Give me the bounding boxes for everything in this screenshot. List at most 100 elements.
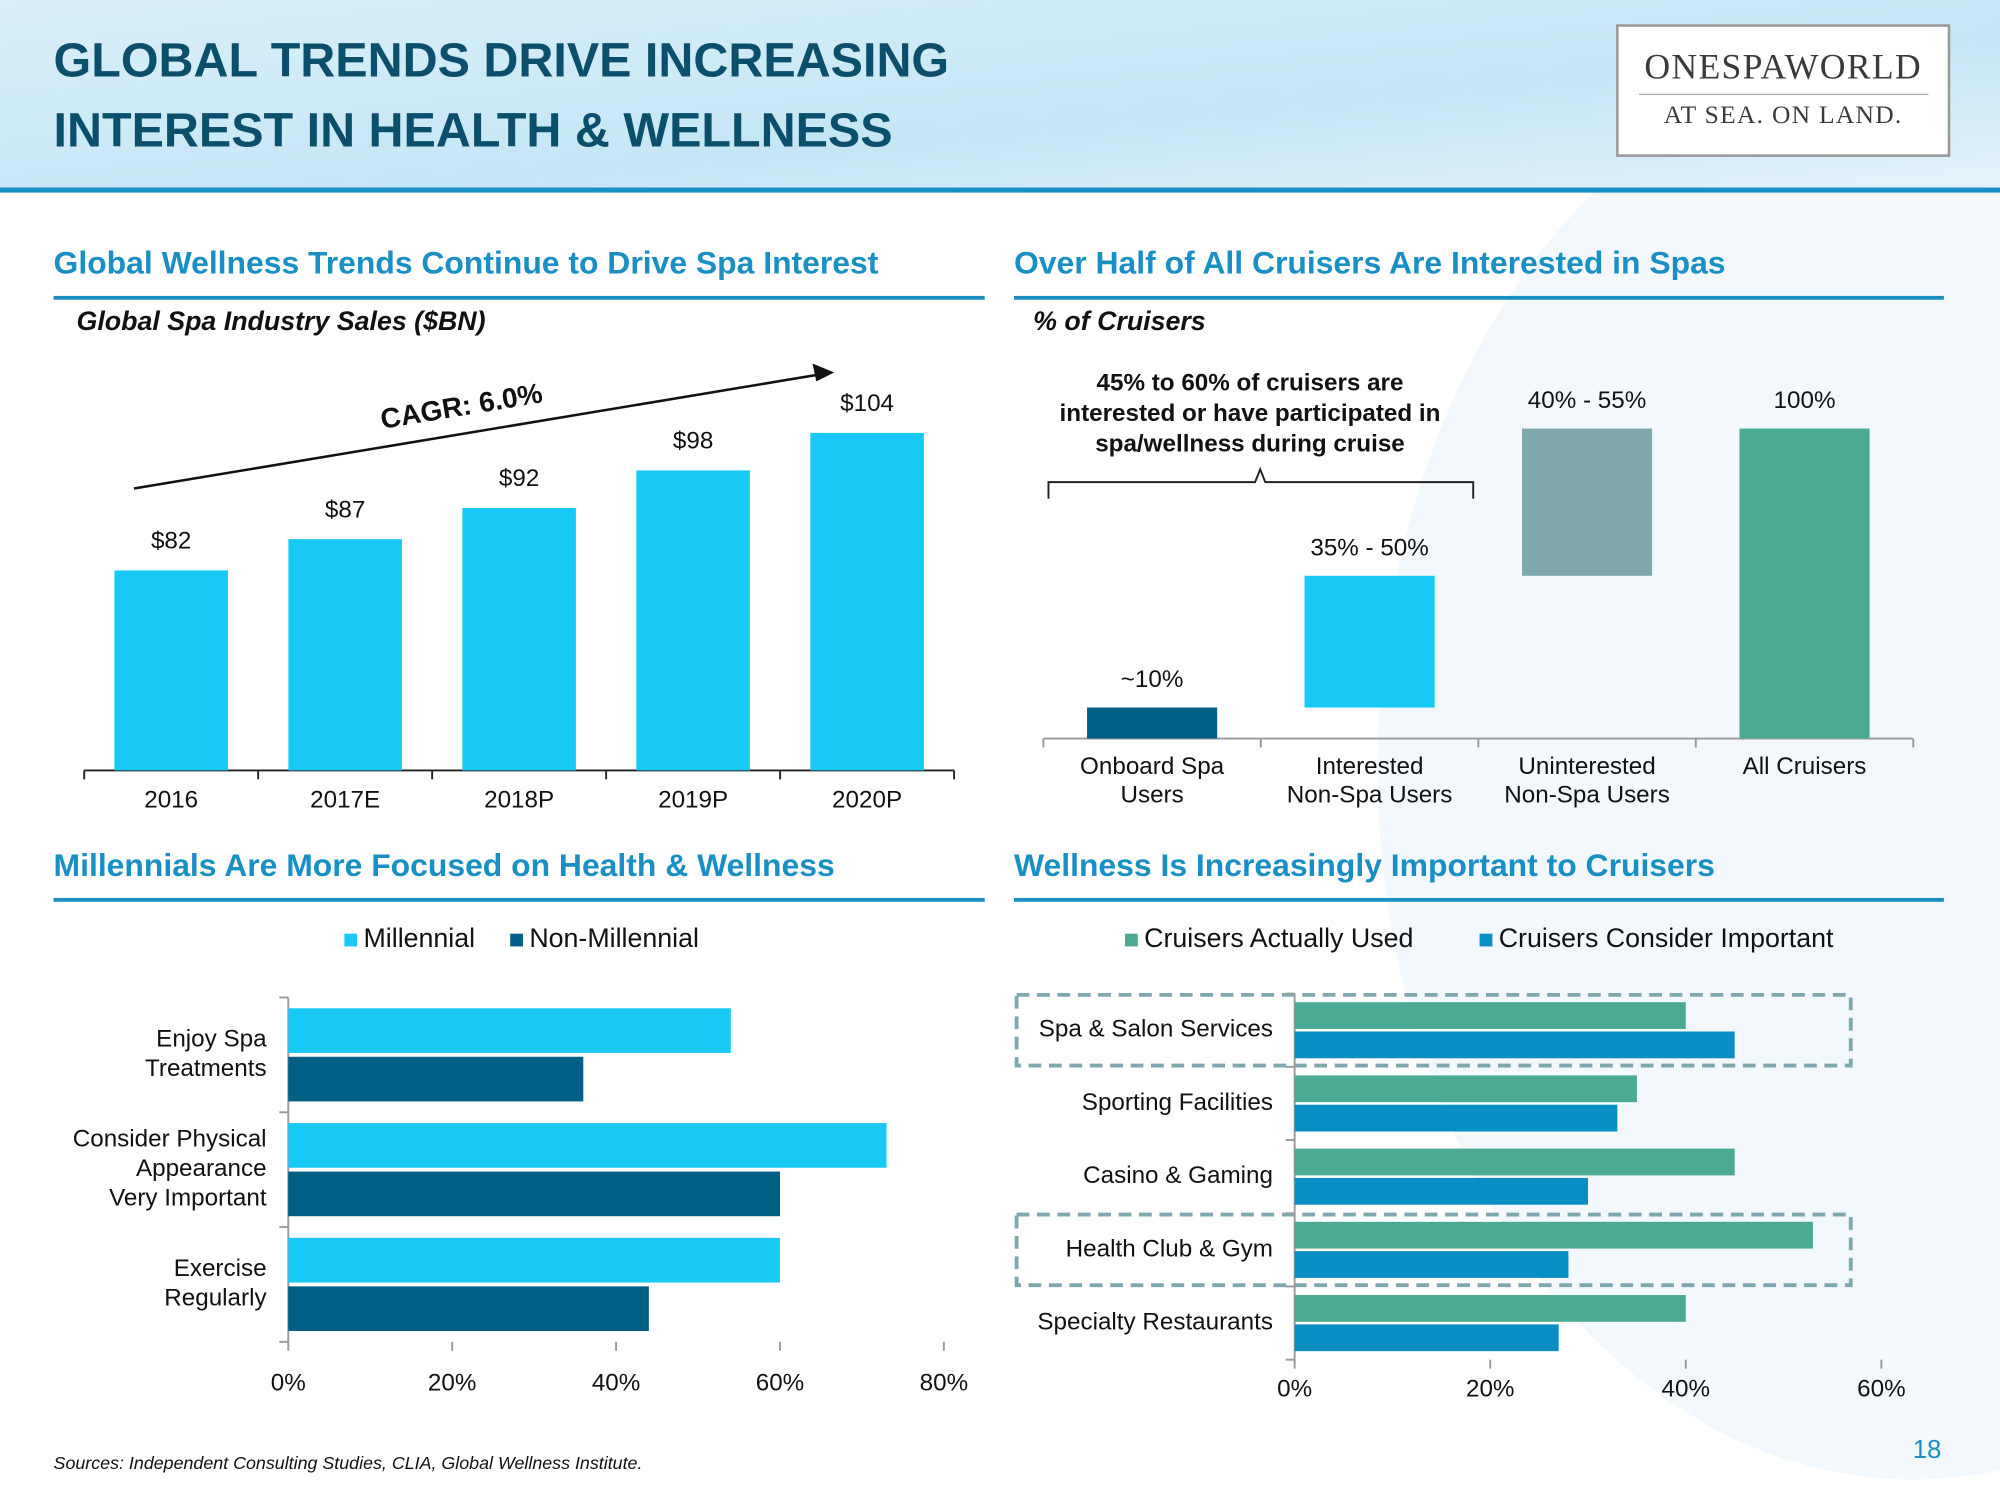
bar <box>1294 1104 1618 1132</box>
y-tick-label: Appearance <box>136 1155 267 1182</box>
section-rule <box>53 897 985 902</box>
y-tick-label: Treatments <box>145 1055 267 1082</box>
y-tick-label: Casino & Gaming <box>1083 1162 1273 1189</box>
bar <box>1739 428 1870 739</box>
x-tick-label: 0% <box>1277 1376 1312 1403</box>
value-label: 100% <box>1774 387 1836 414</box>
y-tick-label: Regularly <box>164 1285 267 1312</box>
annotation: interested or have participated in <box>1060 400 1441 427</box>
section-title: Millennials Are More Focused on Health &… <box>54 847 835 883</box>
bar <box>636 470 750 771</box>
y-tick-label: Exercise <box>174 1255 267 1282</box>
header-rule <box>0 187 2000 193</box>
x-tick-label: Onboard Spa <box>1080 753 1225 780</box>
x-tick-label: Non-Spa Users <box>1504 781 1670 808</box>
legend-label: Cruisers Actually Used <box>1144 923 1413 953</box>
bar <box>288 1123 887 1168</box>
y-tick-label: Specialty Restaurants <box>1037 1308 1273 1335</box>
x-tick-label: 2018P <box>484 786 554 813</box>
section-rule <box>1014 897 1944 902</box>
value-label: $104 <box>840 390 894 417</box>
logo-tagline: AT SEA. ON LAND. <box>1664 100 1903 129</box>
x-tick-label: Interested <box>1316 753 1424 780</box>
bar <box>1294 1031 1735 1059</box>
section-rule <box>53 295 985 300</box>
legend-swatch <box>510 933 523 947</box>
section-rule <box>1014 295 1944 300</box>
section-title: Over Half of All Cruisers Are Interested… <box>1014 245 1726 281</box>
value-label: 35% - 50% <box>1310 534 1428 561</box>
value-label: $98 <box>673 428 713 455</box>
bar <box>1522 428 1653 576</box>
x-tick-label: Non-Spa Users <box>1287 781 1453 808</box>
bar <box>1294 1251 1569 1278</box>
x-tick-label: 20% <box>1466 1376 1514 1403</box>
y-tick-label: Sporting Facilities <box>1082 1089 1273 1116</box>
bar <box>288 1286 649 1331</box>
annotation: spa/wellness during cruise <box>1095 431 1405 458</box>
bar <box>1294 1075 1637 1103</box>
highlight-box <box>1014 992 1853 1068</box>
x-tick-label: 60% <box>756 1369 804 1396</box>
bar <box>288 1008 731 1053</box>
section-title: Wellness Is Increasingly Important to Cr… <box>1014 847 1715 883</box>
bar <box>1294 1177 1589 1205</box>
annotation: CAGR: 6.0% <box>378 377 545 434</box>
x-tick-label: 2020P <box>832 786 902 813</box>
x-tick-label: 60% <box>1857 1376 1905 1403</box>
bar <box>288 539 402 771</box>
bar <box>288 1237 780 1283</box>
y-tick-label: Consider Physical <box>73 1126 267 1153</box>
value-label: $82 <box>151 528 191 555</box>
legend-swatch <box>344 933 358 947</box>
slide-title: GLOBAL TRENDS DRIVE INCREASING <box>54 34 950 88</box>
bar <box>1087 707 1218 739</box>
bar <box>810 432 924 771</box>
legend-swatch <box>1479 933 1493 947</box>
slide-title: INTEREST IN HEALTH & WELLNESS <box>54 104 893 158</box>
x-tick-label: 2016 <box>144 786 198 813</box>
bar <box>288 1056 584 1102</box>
legend-label: Cruisers Consider Important <box>1499 923 1834 953</box>
y-tick-label: Enjoy Spa <box>156 1026 267 1053</box>
bar <box>1304 575 1435 708</box>
x-tick-label: All Cruisers <box>1743 753 1867 780</box>
value-label: $87 <box>325 497 365 524</box>
x-tick-label: 2017E <box>310 786 380 813</box>
bracket <box>1047 466 1475 499</box>
x-tick-label: 2019P <box>658 786 728 813</box>
bar <box>1294 1295 1686 1322</box>
page-number: 18 <box>1913 1436 1941 1464</box>
sources: Sources: Independent Consulting Studies,… <box>54 1453 643 1473</box>
section-title: Global Wellness Trends Continue to Drive… <box>54 245 879 281</box>
x-tick-label: 40% <box>592 1369 640 1396</box>
y-tick-label: Health Club & Gym <box>1066 1235 1273 1262</box>
cagr-arrow <box>133 373 817 490</box>
cagr-arrowhead <box>812 363 835 382</box>
highlight-box <box>1014 1212 1853 1288</box>
value-label: ~10% <box>1121 666 1184 693</box>
x-tick-label: 40% <box>1662 1376 1710 1403</box>
bar <box>114 570 228 771</box>
bar <box>1294 1324 1559 1352</box>
y-tick-label: Very Important <box>109 1184 267 1211</box>
bar <box>1294 1002 1686 1029</box>
bar <box>288 1171 780 1217</box>
bar <box>1294 1148 1735 1176</box>
annotation: 45% to 60% of cruisers are <box>1097 369 1404 396</box>
logo-name: ONESPAWORLD <box>1644 46 1922 86</box>
x-tick-label: Uninterested <box>1518 753 1655 780</box>
bar <box>1294 1221 1813 1249</box>
logo: ONESPAWORLD AT SEA. ON LAND. <box>1616 24 1951 157</box>
legend-label: Millennial <box>364 923 476 953</box>
value-label: 40% - 55% <box>1528 387 1646 414</box>
chart-subtitle: Global Spa Industry Sales ($BN) <box>77 306 486 336</box>
chart-subtitle: % of Cruisers <box>1033 306 1206 336</box>
value-label: $92 <box>499 465 539 492</box>
x-tick-label: 0% <box>271 1369 306 1396</box>
legend-swatch <box>1125 933 1138 947</box>
x-tick-label: 20% <box>428 1369 476 1396</box>
bar <box>462 507 576 771</box>
